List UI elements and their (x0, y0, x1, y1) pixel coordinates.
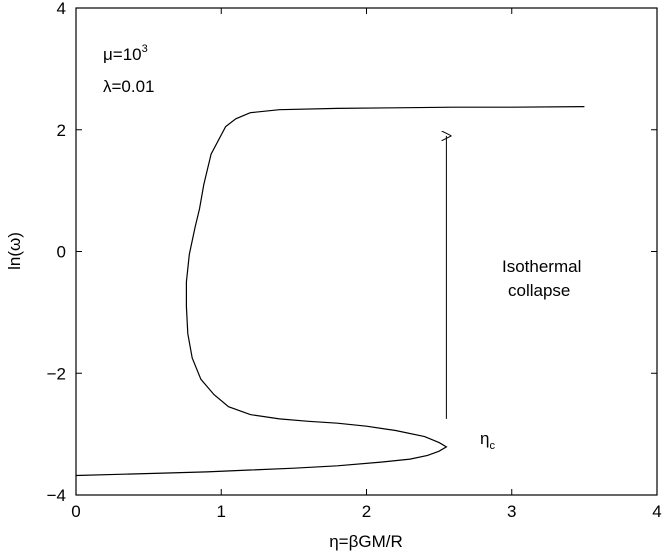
eta-c-label: ηc (480, 429, 495, 452)
x-tick-label: 4 (652, 502, 661, 521)
eta-c-main: η (480, 429, 489, 448)
y-tick-label: 4 (57, 0, 66, 18)
mu-exponent: 3 (142, 43, 148, 55)
y-axis-title: ln(ω) (5, 232, 24, 270)
x-axis-title: η=βGM/R (329, 532, 403, 551)
y-tick-label: 0 (57, 243, 66, 262)
y-axis-ticks: −4 −2 0 2 4 (47, 0, 657, 505)
lambda-parameter: λ=0.01 (103, 77, 155, 96)
eta-c-sub: c (489, 440, 495, 452)
mu-base: μ=10 (103, 45, 142, 64)
annotation-line-1: Isothermal (502, 257, 581, 276)
y-tick-label: −2 (47, 364, 66, 383)
x-axis-ticks: 0 1 2 3 4 (71, 8, 662, 521)
annotation-line-2: collapse (508, 281, 570, 300)
series-line (75, 106, 585, 477)
x-tick-label: 3 (507, 502, 516, 521)
y-tick-label: −4 (47, 486, 66, 505)
y-tick-label: 2 (57, 121, 66, 140)
x-tick-label: 0 (71, 502, 80, 521)
x-tick-label: 1 (217, 502, 226, 521)
x-tick-label: 2 (362, 502, 371, 521)
plot-frame (75, 7, 658, 496)
mu-parameter: μ=103 (103, 43, 148, 64)
